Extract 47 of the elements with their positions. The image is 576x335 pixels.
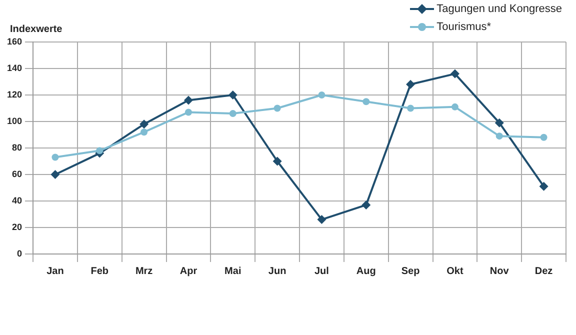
point (539, 182, 548, 191)
point (494, 118, 504, 128)
point (451, 103, 458, 110)
point (317, 215, 326, 224)
point (184, 96, 193, 105)
point (52, 154, 59, 161)
x-tick-label: Nov (490, 266, 510, 277)
x-tick-label: Feb (90, 266, 109, 277)
point (229, 110, 236, 118)
x-tick-label: Aug (356, 266, 376, 277)
point (318, 92, 326, 98)
x-tick-label: Jan (46, 266, 64, 277)
x-tick-label: Mai (224, 266, 242, 277)
y-axis-title: Indexwerte (10, 24, 63, 35)
legend-label: Tourismus* (436, 21, 492, 33)
x-tick-label: Mrz (135, 266, 153, 277)
x-tick-label: Okt (446, 266, 464, 277)
point (496, 132, 503, 140)
x-tick-label: Dez (534, 266, 553, 277)
point (362, 98, 370, 106)
x-tick-label: Apr (180, 266, 198, 277)
y-tick-label: 40 (12, 195, 22, 206)
point (50, 170, 60, 179)
y-tick-label: 20 (12, 222, 22, 232)
y-tick-label: 120 (6, 89, 22, 100)
point (406, 80, 416, 89)
x-tick-label: Jun (268, 266, 286, 277)
point (407, 104, 414, 112)
y-tick-label: 160 (6, 36, 22, 46)
legend-label: Tagungen und Kongresse (436, 3, 562, 15)
point (228, 90, 238, 100)
x-tick-label: Jul (314, 266, 330, 277)
y-tick-label: 0 (17, 248, 22, 258)
point (450, 69, 460, 78)
point (140, 120, 149, 129)
point (540, 134, 548, 141)
x-tick-label: Sep (401, 266, 420, 277)
y-tick-label: 140 (6, 62, 22, 73)
point (140, 128, 148, 136)
point (272, 156, 282, 166)
point (362, 200, 371, 210)
y-tick-label: 80 (12, 142, 22, 152)
y-tick-label: 60 (12, 168, 22, 179)
point (184, 108, 192, 116)
y-tick-label: 100 (6, 116, 22, 126)
point (96, 147, 104, 154)
point (274, 104, 281, 112)
